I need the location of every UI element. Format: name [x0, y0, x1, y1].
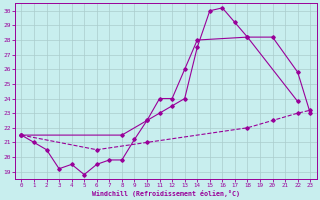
X-axis label: Windchill (Refroidissement éolien,°C): Windchill (Refroidissement éolien,°C)	[92, 190, 240, 197]
